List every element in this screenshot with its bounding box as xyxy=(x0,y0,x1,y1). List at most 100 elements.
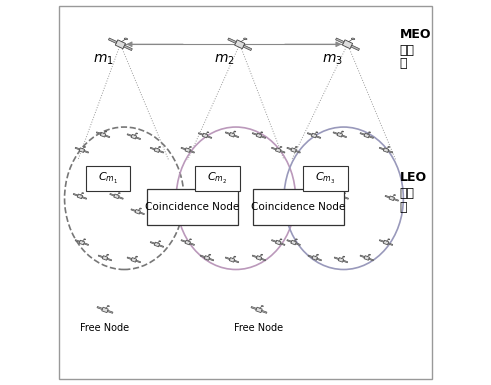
Polygon shape xyxy=(228,38,236,44)
Polygon shape xyxy=(102,256,108,260)
Polygon shape xyxy=(118,197,123,199)
Polygon shape xyxy=(190,243,194,246)
Ellipse shape xyxy=(394,195,396,196)
Ellipse shape xyxy=(244,38,247,40)
Bar xyxy=(303,166,348,191)
Polygon shape xyxy=(317,258,322,261)
Polygon shape xyxy=(229,132,235,137)
Polygon shape xyxy=(339,194,345,199)
Ellipse shape xyxy=(261,254,263,255)
Polygon shape xyxy=(335,38,344,44)
Polygon shape xyxy=(235,40,245,49)
Polygon shape xyxy=(256,307,262,313)
Polygon shape xyxy=(198,132,203,135)
Polygon shape xyxy=(287,147,292,150)
Polygon shape xyxy=(229,258,235,262)
Polygon shape xyxy=(379,239,384,242)
Text: LEO: LEO xyxy=(400,171,427,184)
Polygon shape xyxy=(84,151,89,153)
Polygon shape xyxy=(102,307,108,313)
Polygon shape xyxy=(286,199,291,201)
Polygon shape xyxy=(98,255,103,258)
Text: $C_{m_2}$: $C_{m_2}$ xyxy=(208,171,228,186)
Polygon shape xyxy=(181,147,186,150)
Ellipse shape xyxy=(286,195,288,196)
Ellipse shape xyxy=(107,254,109,255)
Polygon shape xyxy=(181,239,186,242)
Ellipse shape xyxy=(82,193,83,194)
Polygon shape xyxy=(185,148,191,152)
Polygon shape xyxy=(307,132,312,135)
Ellipse shape xyxy=(136,256,137,257)
Polygon shape xyxy=(202,133,208,138)
Polygon shape xyxy=(209,258,214,261)
Text: $m_2$: $m_2$ xyxy=(214,52,235,67)
Polygon shape xyxy=(316,136,321,139)
Polygon shape xyxy=(312,256,318,260)
Ellipse shape xyxy=(220,193,222,194)
Polygon shape xyxy=(131,258,136,262)
Polygon shape xyxy=(220,197,225,199)
Text: $C_{m_1}$: $C_{m_1}$ xyxy=(98,171,118,186)
Polygon shape xyxy=(110,193,114,196)
Text: $m_1$: $m_1$ xyxy=(93,52,113,67)
Polygon shape xyxy=(225,257,230,259)
Ellipse shape xyxy=(369,132,371,133)
Polygon shape xyxy=(294,197,299,199)
Polygon shape xyxy=(127,134,132,136)
Polygon shape xyxy=(127,257,132,259)
Polygon shape xyxy=(154,148,160,152)
Polygon shape xyxy=(136,260,140,263)
Ellipse shape xyxy=(234,131,236,132)
Ellipse shape xyxy=(342,131,344,132)
Polygon shape xyxy=(166,199,171,201)
Polygon shape xyxy=(252,255,257,258)
Ellipse shape xyxy=(84,239,85,240)
Polygon shape xyxy=(183,194,189,199)
Ellipse shape xyxy=(317,254,319,255)
Polygon shape xyxy=(256,133,262,138)
Polygon shape xyxy=(261,258,266,261)
Polygon shape xyxy=(360,255,365,258)
Polygon shape xyxy=(234,260,239,263)
Polygon shape xyxy=(159,245,164,248)
Polygon shape xyxy=(100,132,106,137)
Polygon shape xyxy=(243,45,252,50)
Polygon shape xyxy=(369,136,374,139)
Polygon shape xyxy=(296,243,300,246)
Polygon shape xyxy=(275,240,281,245)
Polygon shape xyxy=(204,256,210,260)
Polygon shape xyxy=(388,151,393,153)
Text: Free Node: Free Node xyxy=(81,323,130,333)
Polygon shape xyxy=(124,45,132,50)
Polygon shape xyxy=(337,132,343,137)
Text: $C_{m_3}$: $C_{m_3}$ xyxy=(315,171,335,186)
Polygon shape xyxy=(275,148,281,152)
Polygon shape xyxy=(338,258,344,262)
Polygon shape xyxy=(351,45,359,50)
Polygon shape xyxy=(280,243,285,246)
Polygon shape xyxy=(261,136,266,139)
Polygon shape xyxy=(251,306,257,310)
Polygon shape xyxy=(261,310,267,313)
Polygon shape xyxy=(107,258,112,261)
Polygon shape xyxy=(389,196,395,201)
Polygon shape xyxy=(188,197,192,199)
Text: 层: 层 xyxy=(400,57,407,70)
Polygon shape xyxy=(200,255,205,258)
Polygon shape xyxy=(84,243,89,246)
Text: 层: 层 xyxy=(400,201,407,214)
Text: $m_3$: $m_3$ xyxy=(322,52,343,67)
Polygon shape xyxy=(207,136,212,139)
Ellipse shape xyxy=(124,38,128,40)
Polygon shape xyxy=(162,196,167,201)
Polygon shape xyxy=(150,147,155,150)
Polygon shape xyxy=(308,255,313,258)
Ellipse shape xyxy=(139,208,141,209)
Polygon shape xyxy=(105,135,110,138)
Polygon shape xyxy=(281,196,287,201)
Polygon shape xyxy=(82,197,87,199)
Polygon shape xyxy=(190,151,194,153)
Ellipse shape xyxy=(294,193,296,194)
Text: MEO: MEO xyxy=(400,28,431,41)
